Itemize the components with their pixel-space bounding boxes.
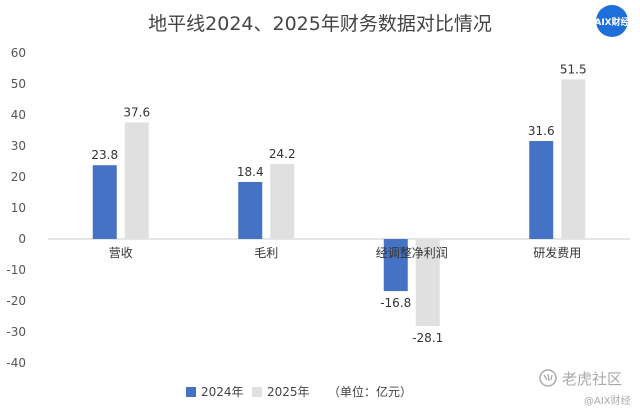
watermark: 老虎社区 @AIX财经	[539, 369, 631, 407]
y-tick-label: 40	[11, 108, 26, 122]
legend-swatch-2024	[186, 387, 196, 397]
bar-2025年-经调整净利润	[415, 239, 440, 327]
y-tick-label: -40	[6, 356, 26, 370]
data-label: 24.2	[269, 147, 296, 161]
brand-badge-circle	[596, 5, 628, 37]
bar-2024年-经调整净利润	[383, 239, 408, 292]
y-tick-label: 20	[11, 170, 26, 184]
data-label: 23.8	[91, 148, 118, 162]
data-label: 18.4	[237, 165, 264, 179]
data-label: 37.6	[123, 105, 150, 119]
y-tick-label: -10	[6, 263, 26, 277]
category-label: 毛利	[254, 246, 278, 260]
chart-title: 地平线2024、2025年财务数据对比情况	[148, 13, 492, 35]
y-tick-label: 0	[18, 232, 26, 246]
y-tick-label: -30	[6, 325, 26, 339]
data-labels-group: 23.8 37.6 18.4 24.2 -16.8 -28.1 31.6 51.5	[91, 62, 586, 345]
data-label: 31.6	[528, 124, 555, 138]
y-axis: 60 50 40 30 20 10 0 -10 -20 -30 -40	[6, 46, 26, 370]
bar-2025年-营收	[124, 122, 149, 239]
bar-2024年-毛利	[238, 181, 263, 239]
data-label: -28.1	[412, 331, 443, 345]
watermark-main: 老虎社区	[562, 370, 622, 388]
bars-group	[92, 79, 586, 327]
legend-label-2024: 2024年	[201, 385, 244, 399]
bar-2025年-研发费用	[561, 79, 586, 239]
y-tick-label: -20	[6, 294, 26, 308]
category-label: 研发费用	[533, 245, 581, 260]
category-labels-group: 营收 毛利 经调整净利润 研发费用	[109, 245, 582, 260]
watermark-sub: @AIX财经	[584, 394, 631, 407]
y-tick-label: 30	[11, 139, 26, 153]
y-tick-label: 50	[11, 77, 26, 91]
data-label: -16.8	[380, 296, 411, 310]
legend-swatch-2025	[252, 387, 262, 397]
y-tick-label: 60	[11, 46, 26, 60]
category-label: 经调整净利润	[376, 245, 448, 260]
unit-note: （单位：亿元）	[328, 384, 412, 399]
category-label: 营收	[109, 246, 133, 260]
tiger-claw-icon	[539, 369, 557, 387]
bar-2025年-毛利	[270, 163, 295, 239]
legend-label-2025: 2025年	[267, 385, 310, 399]
brand-badge-text: AIX财经	[594, 16, 629, 28]
brand-badge: AIX财经	[594, 5, 630, 37]
bar-2024年-营收	[92, 165, 117, 239]
bar-2024年-研发费用	[529, 141, 554, 239]
legend: 2024年 2025年 （单位：亿元）	[186, 384, 412, 399]
data-label: 51.5	[560, 62, 587, 76]
y-tick-label: 10	[11, 201, 26, 215]
